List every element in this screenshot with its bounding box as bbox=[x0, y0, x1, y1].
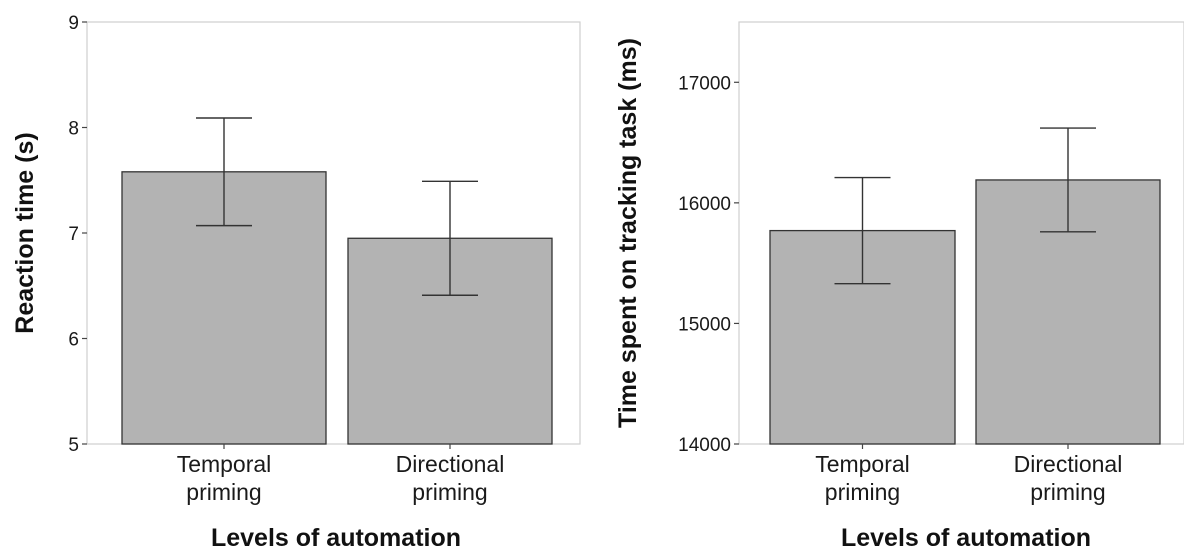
y-axis-title: Reaction time (s) bbox=[11, 132, 39, 333]
error-bar-1 bbox=[834, 176, 891, 285]
error-bar-2 bbox=[1040, 127, 1096, 233]
error-bar-1 bbox=[196, 117, 252, 227]
x-tick-label: Temporal bbox=[815, 451, 910, 477]
y-tick-label: 5 bbox=[68, 435, 79, 456]
error-bar-2 bbox=[422, 180, 478, 296]
y-tick-label: 15000 bbox=[678, 314, 731, 335]
y-tick-label: 6 bbox=[68, 330, 79, 351]
x-tick-label: Temporal bbox=[177, 451, 272, 477]
y-tick-label: 8 bbox=[68, 119, 79, 140]
x-axis-title: Levels of automation bbox=[211, 524, 461, 552]
y-tick-label: 16000 bbox=[678, 194, 731, 215]
x-tick-label: priming bbox=[412, 479, 487, 505]
x-tick-label: priming bbox=[825, 479, 900, 505]
y-tick-label: 17000 bbox=[678, 73, 731, 94]
x-tick-label: priming bbox=[1030, 479, 1105, 505]
x-axis-title: Levels of automation bbox=[841, 524, 1091, 552]
x-tick-label: Directional bbox=[1014, 451, 1123, 477]
chart-panel-1: 56789TemporalprimingDirectionalprimingRe… bbox=[11, 13, 581, 552]
y-tick-label: 9 bbox=[68, 13, 79, 34]
y-tick-label: 7 bbox=[68, 224, 79, 245]
y-tick-label: 14000 bbox=[678, 435, 731, 456]
y-axis-title: Time spent on tracking task (ms) bbox=[614, 38, 642, 428]
x-tick-label: Directional bbox=[396, 451, 505, 477]
x-tick-label: priming bbox=[186, 479, 261, 505]
chart-panel-2: 14000150001600017000TemporalprimingDirec… bbox=[614, 21, 1184, 552]
